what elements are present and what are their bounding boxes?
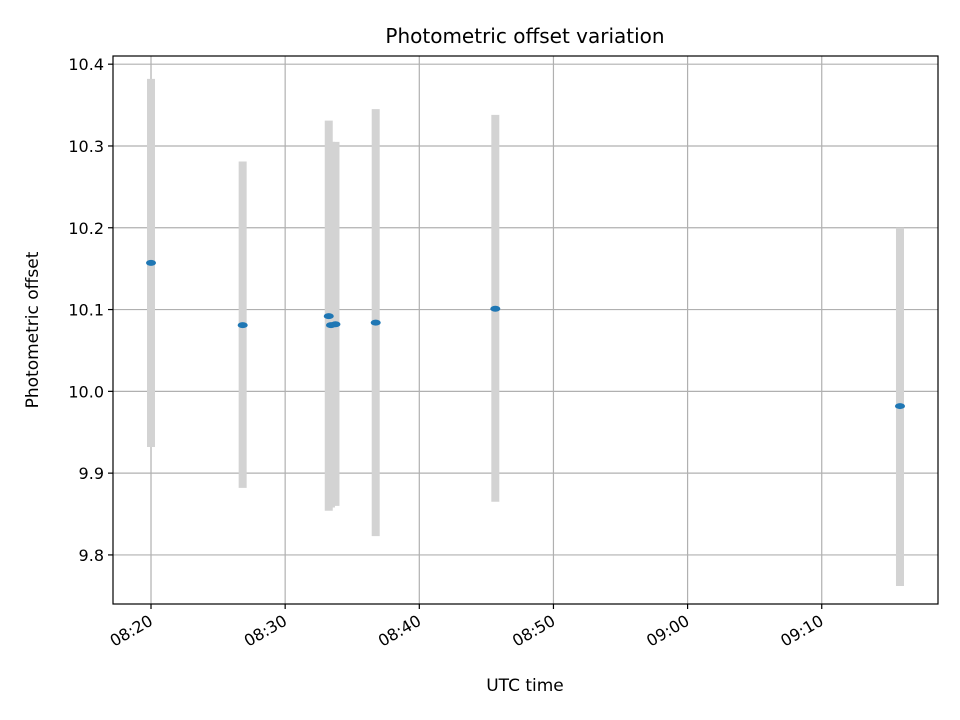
x-tick-label: 08:30 [241,611,290,651]
y-axis-label: Photometric offset [23,251,43,408]
x-tick-label: 09:10 [777,611,826,651]
y-axis-ticks: 9.8 9.9 10.0 10.1 10.2 10.3 10.4 [68,55,113,565]
data-point [490,305,501,312]
y-tick-label: 10.2 [68,219,104,238]
data-point [370,319,381,326]
data-point [146,259,157,266]
grid [113,56,938,604]
chart-title: Photometric offset variation [385,24,664,48]
y-tick-label: 10.1 [68,301,104,320]
y-tick-label: 10.4 [68,55,104,74]
y-tick-label: 9.9 [79,464,104,483]
data-point [330,321,341,328]
data-point [323,313,334,320]
data-point [894,403,905,410]
plot-frame [112,55,939,605]
x-tick-label: 09:00 [643,611,692,651]
error-bars [147,78,904,587]
data-point [237,322,248,329]
x-tick-label: 08:20 [107,611,156,651]
x-axis-ticks: 08:20 08:30 08:40 08:50 09:00 09:10 [107,604,827,651]
y-tick-label: 10.0 [68,382,104,401]
x-axis-label: UTC time [486,676,564,696]
y-tick-label: 10.3 [68,137,104,156]
y-tick-label: 9.8 [79,546,104,565]
x-tick-label: 08:50 [509,611,558,651]
data-points [146,259,905,410]
x-tick-label: 08:40 [375,611,424,651]
